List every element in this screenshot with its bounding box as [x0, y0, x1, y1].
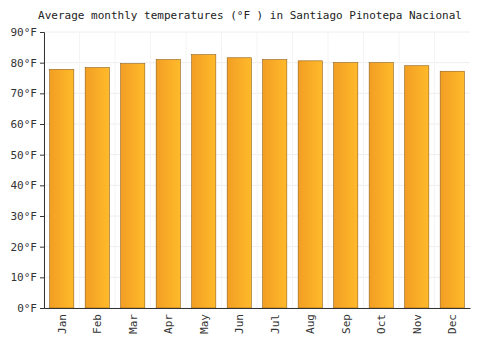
grid	[44, 32, 470, 308]
y-tick: 60°F	[11, 118, 45, 131]
grid-line-vertical	[150, 32, 151, 308]
bar	[121, 64, 145, 308]
bar	[298, 61, 322, 308]
y-tick-mark	[40, 124, 44, 125]
y-tick-label: 0°F	[17, 302, 37, 315]
y-tick-mark	[40, 32, 44, 33]
y-tick-label: 80°F	[11, 57, 38, 70]
y-tick: 90°F	[11, 26, 45, 39]
y-tick: 10°F	[11, 271, 45, 284]
y-tick: 50°F	[11, 149, 45, 162]
y-tick-label: 40°F	[11, 179, 38, 192]
y-tick: 40°F	[11, 179, 45, 192]
y-tick-label: 60°F	[11, 118, 38, 131]
y-tick-label: 70°F	[11, 87, 38, 100]
y-tick: 30°F	[11, 210, 45, 223]
grid-line-vertical	[221, 32, 222, 308]
y-tick: 0°F	[17, 302, 44, 315]
x-tick: Jun	[233, 308, 246, 334]
y-axis: 0°F 10°F 20°F 30°F 40°F 50°F 60°F 70°F 80°F 90°F	[11, 26, 45, 315]
x-tick-label: Oct	[375, 314, 388, 334]
y-axis-line	[40, 33, 45, 309]
bar	[156, 60, 180, 308]
y-tick-mark	[40, 308, 44, 309]
bar	[85, 68, 109, 308]
grid-line-vertical	[363, 32, 364, 308]
x-tick: Apr	[162, 308, 175, 334]
x-tick-label: Feb	[91, 314, 104, 334]
y-tick: 80°F	[11, 57, 45, 70]
x-tick: Sep	[340, 308, 353, 334]
x-tick-label: Mar	[127, 314, 140, 334]
y-tick-mark	[40, 155, 44, 156]
x-tick-label: Apr	[162, 314, 175, 334]
x-tick: Aug	[304, 308, 317, 334]
bar	[192, 55, 216, 308]
plot: 0°F 10°F 20°F 30°F 40°F 50°F 60°F 70°F 80°F 90°F J…	[11, 26, 471, 334]
x-tick: Mar	[127, 308, 140, 334]
x-tick: Feb	[91, 308, 104, 334]
bars	[50, 55, 465, 308]
x-tick-label: May	[198, 314, 211, 334]
y-tick-label: 90°F	[11, 26, 38, 39]
y-tick: 70°F	[11, 87, 45, 100]
x-tick-label: Sep	[340, 314, 353, 334]
grid-line-vertical	[115, 32, 116, 308]
x-tick-label: Nov	[411, 314, 424, 334]
y-tick-label: 30°F	[11, 210, 38, 223]
x-tick: Nov	[411, 308, 424, 334]
x-tick: Dec	[446, 308, 459, 334]
x-tick: May	[198, 308, 211, 334]
y-tick-mark	[40, 277, 44, 278]
y-tick: 20°F	[11, 241, 45, 254]
grid-line-vertical	[399, 32, 400, 308]
bar	[50, 69, 74, 308]
x-axis-line	[45, 308, 471, 309]
bar	[263, 60, 287, 308]
grid-line-vertical	[79, 32, 80, 308]
bar	[405, 66, 429, 308]
bar	[334, 63, 358, 308]
x-tick: Jan	[56, 308, 69, 334]
y-tick-label: 20°F	[11, 241, 38, 254]
grid-line-vertical	[292, 32, 293, 308]
title: Average monthly temperatures (°F ) in Sa…	[38, 9, 462, 22]
y-tick-label: 10°F	[11, 271, 38, 284]
y-tick-mark	[40, 216, 44, 217]
x-tick-label: Jun	[233, 314, 246, 334]
y-tick-mark	[40, 185, 44, 186]
x-tick-label: Jul	[269, 314, 282, 334]
x-tick-label: Aug	[304, 314, 317, 334]
y-tick-mark	[40, 93, 44, 94]
x-tick-label: Jan	[56, 314, 69, 334]
y-tick-mark	[40, 247, 44, 248]
y-tick-label: 50°F	[11, 149, 38, 162]
grid-line-vertical	[328, 32, 329, 308]
grid-line-vertical	[257, 32, 258, 308]
bar	[369, 63, 393, 308]
bar	[440, 71, 464, 308]
y-tick-mark	[40, 63, 44, 64]
chart: Average monthly temperatures (°F ) in Sa…	[0, 0, 500, 350]
grid-line-vertical	[434, 32, 435, 308]
x-axis: Jan Feb Mar Apr May Jun Jul Aug Sep Oct Nov Dec	[45, 308, 471, 334]
bar	[227, 58, 251, 308]
x-tick: Jul	[269, 308, 282, 334]
grid-line-vertical	[186, 32, 187, 308]
x-tick: Oct	[375, 308, 388, 334]
x-tick-label: Dec	[446, 314, 459, 334]
